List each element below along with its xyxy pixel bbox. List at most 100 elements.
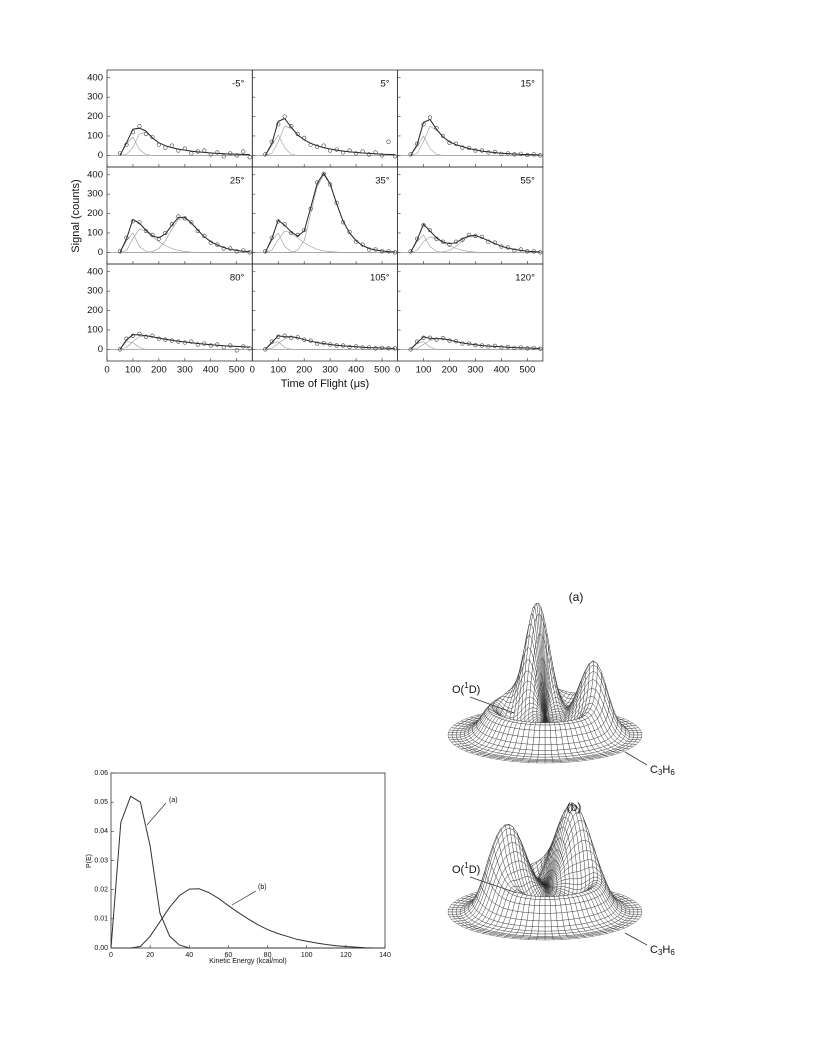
data-point — [379, 345, 385, 350]
mesh-cell — [447, 734, 453, 738]
data-point — [137, 220, 142, 225]
fit-curve — [119, 334, 250, 350]
data-point — [137, 331, 142, 336]
x-tick-label: 0 — [395, 365, 400, 376]
data-point — [360, 149, 365, 154]
mesh-cell — [538, 920, 546, 928]
component-curve — [265, 134, 395, 156]
data-point — [124, 336, 129, 341]
data-point — [499, 151, 504, 156]
mesh-cell — [532, 912, 540, 921]
x-tick-label: 500 — [229, 365, 245, 376]
data-point — [150, 134, 155, 140]
data-point — [289, 230, 294, 236]
data-point — [195, 228, 200, 234]
mesh-cell — [544, 920, 552, 928]
data-point — [473, 148, 478, 153]
mesh-cell — [593, 872, 598, 878]
mesh-cell — [451, 911, 457, 915]
data-point — [347, 148, 352, 153]
surface-label: (a) — [569, 590, 584, 604]
data-point — [373, 346, 378, 351]
data-point — [241, 248, 246, 253]
x-tick-label: 200 — [151, 365, 167, 376]
data-point — [247, 155, 252, 160]
y-tick-label: 0.06 — [94, 770, 108, 777]
data-point — [289, 124, 294, 129]
panel-label: 35° — [375, 176, 390, 187]
data-point — [269, 139, 274, 144]
mesh-cell — [534, 724, 541, 731]
mesh-cell — [533, 730, 540, 738]
data-point — [538, 153, 543, 158]
text: D) — [469, 864, 481, 876]
y-tick-label: 200 — [87, 208, 103, 219]
component-curve — [410, 236, 541, 253]
y-tick-label: 200 — [87, 305, 103, 316]
mesh-cell — [530, 895, 537, 900]
data-point — [392, 250, 398, 255]
data-point — [276, 219, 281, 224]
data-point — [241, 344, 246, 349]
data-point — [163, 337, 168, 342]
data-point — [315, 180, 320, 185]
mesh-cell — [552, 938, 563, 941]
component-curve — [410, 135, 541, 156]
data-point — [447, 338, 452, 343]
data-point — [263, 152, 268, 157]
x-tick-label: 300 — [177, 365, 193, 376]
data-point — [392, 154, 398, 159]
y-tick-label: 0.03 — [94, 857, 108, 864]
data-point — [486, 344, 491, 349]
data-point — [341, 343, 346, 348]
data-point — [289, 335, 294, 340]
mesh-cell — [526, 736, 534, 745]
mesh-cell — [447, 732, 453, 736]
panel-frame — [106, 69, 253, 168]
text: O( — [452, 684, 465, 696]
panel-label: 105° — [370, 273, 390, 284]
y-tick-label: 100 — [87, 130, 103, 141]
x-tick-label: 500 — [519, 365, 535, 376]
fit-curve — [410, 223, 541, 253]
panel-label: 120° — [515, 273, 535, 284]
mesh-cell — [537, 930, 546, 935]
mesh-cell — [551, 749, 559, 755]
mesh-cell — [560, 760, 571, 763]
mesh-cell — [518, 749, 527, 754]
data-point — [143, 131, 149, 137]
x-tick-label: 500 — [374, 365, 390, 376]
mesh-cell — [455, 732, 461, 736]
mesh-cell — [633, 734, 639, 738]
y-axis-title: P(E) — [86, 854, 93, 868]
x-tick-label: 20 — [146, 952, 154, 959]
surface-mesh — [447, 602, 643, 764]
mesh-cell — [539, 724, 546, 731]
annotation: (b) — [258, 884, 267, 891]
mesh-cell — [636, 737, 642, 741]
data-point — [202, 233, 207, 238]
data-point — [486, 150, 491, 155]
data-point — [182, 146, 187, 151]
data-point — [447, 242, 452, 247]
leader — [624, 932, 648, 946]
mesh-cell — [577, 883, 582, 891]
mesh-cell — [531, 926, 539, 932]
mesh-cell — [563, 749, 572, 754]
mesh-cell — [519, 919, 528, 927]
data-point — [130, 129, 136, 135]
mesh-cell — [564, 878, 570, 884]
mesh-cell — [519, 743, 528, 750]
data-point — [492, 343, 497, 348]
data-point — [453, 239, 459, 244]
mesh-cell — [637, 911, 643, 915]
panel-label: 55° — [521, 176, 536, 187]
data-point — [466, 232, 472, 237]
mesh-cell — [573, 878, 578, 885]
data-point — [512, 345, 517, 350]
mesh-cell — [538, 750, 546, 755]
mesh-cell — [537, 754, 546, 758]
mesh-cell — [530, 930, 539, 935]
data-point — [414, 141, 420, 146]
